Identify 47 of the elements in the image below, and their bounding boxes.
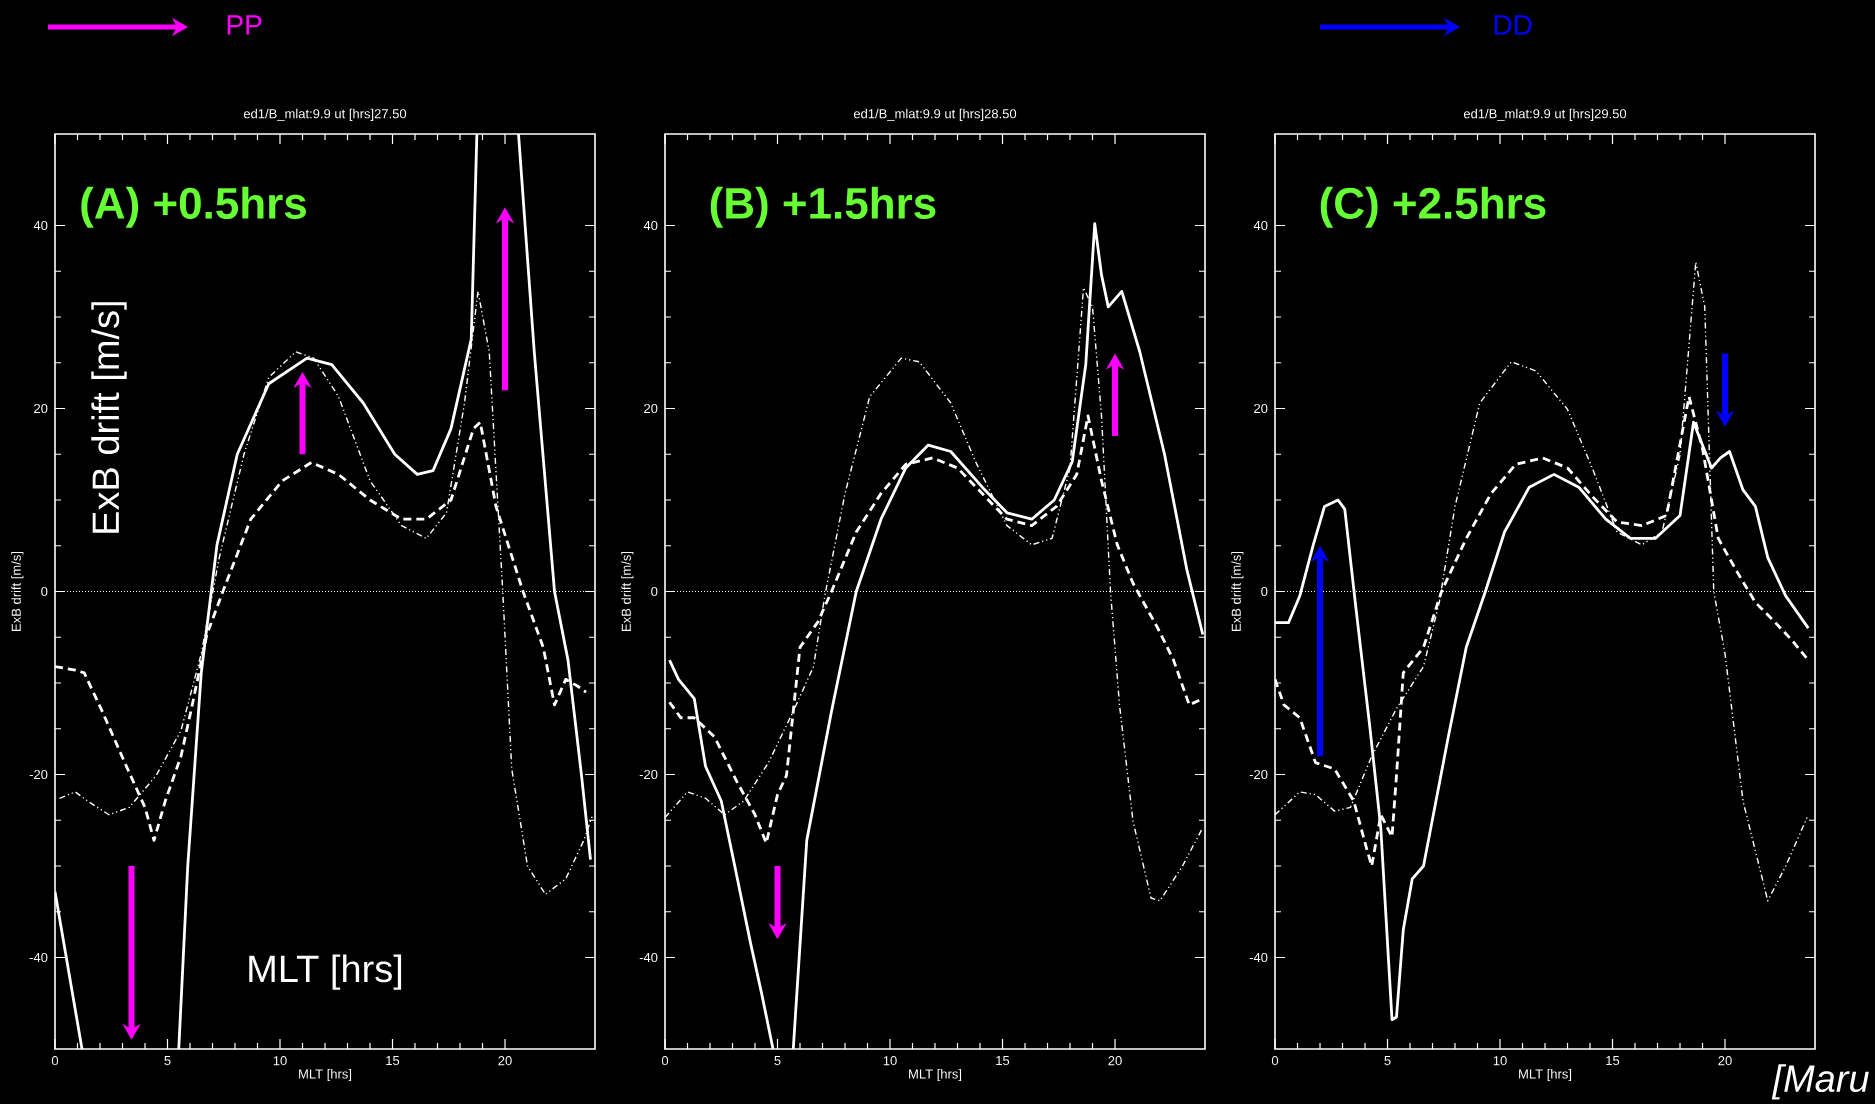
y-axis-title: ExB drift [m/s] — [11, 551, 24, 631]
chart-title: ed1/B_mlat:9.9 ut [hrs]29.50 — [1463, 108, 1627, 121]
y-tick-label: -40 — [1249, 952, 1268, 963]
y-tick-label: -40 — [639, 952, 658, 963]
y-tick-label: 20 — [34, 403, 48, 414]
y-tick-label: -40 — [29, 952, 48, 963]
y-tick-label: 40 — [1253, 220, 1268, 231]
x-tick-label: 15 — [996, 1056, 1010, 1066]
x-tick-label: 0 — [1271, 1056, 1279, 1066]
chart-title: ed1/B_mlat:9.9 ut [hrs]27.50 — [243, 108, 407, 121]
x-tick-label: 0 — [661, 1056, 669, 1066]
x-tick-label: 5 — [774, 1056, 781, 1066]
y-tick-label: -20 — [29, 769, 48, 780]
y-tick-label: 0 — [651, 586, 658, 597]
y-tick-label: -20 — [1249, 769, 1268, 780]
x-tick-label: 5 — [1384, 1056, 1391, 1066]
x-tick-label: 10 — [883, 1056, 897, 1066]
y-tick-label: 20 — [644, 403, 658, 414]
text: [Maru — [1771, 1064, 1869, 1100]
x-axis-title: MLT [hrs] — [909, 1069, 962, 1082]
y-axis-title: ExB drift [m/s] — [1231, 551, 1244, 631]
x-tick-label: 20 — [498, 1056, 512, 1066]
y-tick-label: 0 — [1261, 586, 1268, 597]
x-tick-label: 20 — [1108, 1056, 1122, 1066]
annotation: ExB drift [m/s] — [91, 302, 127, 533]
x-tick-label: 10 — [1493, 1056, 1507, 1066]
y-axis-title: ExB drift [m/s] — [621, 551, 634, 631]
y-tick-label: 20 — [1254, 403, 1268, 414]
x-tick-label: 0 — [51, 1056, 59, 1066]
y-tick-label: 0 — [41, 586, 48, 597]
x-axis-title: MLT [hrs] — [1519, 1069, 1572, 1082]
x-tick-label: 10 — [273, 1056, 287, 1066]
text: DD — [1494, 15, 1532, 35]
text: PP — [227, 15, 262, 35]
annotation: (C) +2.5hrs — [1320, 186, 1546, 228]
x-axis-title: MLT [hrs] — [299, 1069, 352, 1082]
y-tick-label: -20 — [639, 769, 658, 780]
annotation: (B) +1.5hrs — [710, 186, 936, 228]
y-tick-label: 40 — [33, 220, 48, 231]
annotation: MLT [hrs] — [249, 954, 402, 990]
x-tick-label: 15 — [1606, 1056, 1620, 1066]
annotation: (A) +0.5hrs — [81, 186, 306, 228]
x-tick-label: 15 — [386, 1056, 400, 1066]
chart-title: ed1/B_mlat:9.9 ut [hrs]28.50 — [853, 108, 1017, 121]
x-tick-label: 5 — [164, 1056, 171, 1066]
x-tick-label: 20 — [1718, 1056, 1732, 1066]
y-tick-label: 40 — [643, 220, 658, 231]
